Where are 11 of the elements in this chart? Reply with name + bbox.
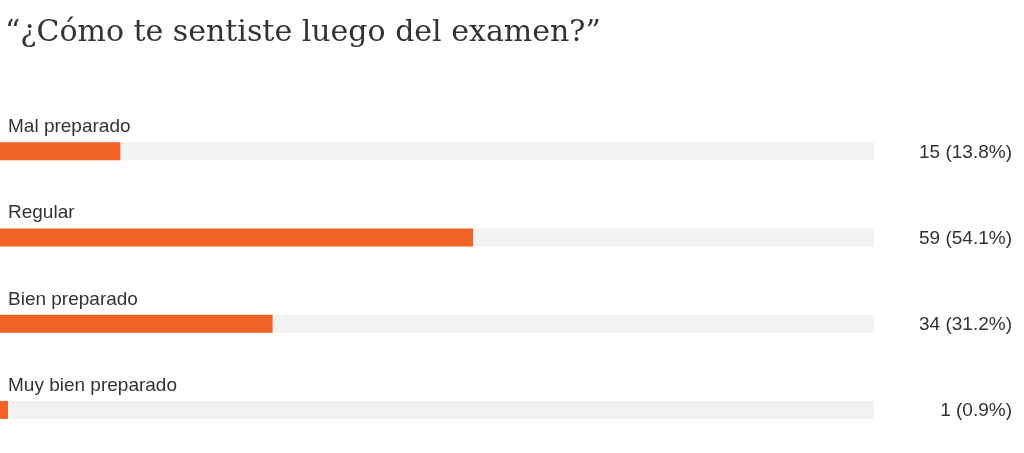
- y-tick-label: Bien preparado: [8, 287, 138, 309]
- data-label: 59 (54.1%): [919, 226, 1012, 248]
- y-tick-label: Regular: [8, 201, 76, 223]
- chart-title: “¿Cómo te sentiste luego del examen?”: [5, 12, 601, 48]
- data-label: 15 (13.8%): [919, 140, 1012, 162]
- data-label: 34 (31.2%): [919, 313, 1012, 335]
- bar: [0, 400, 9, 419]
- bar: [0, 142, 121, 161]
- y-tick-label: Mal preparado: [8, 115, 131, 137]
- data-label: 1 (0.9%): [940, 399, 1012, 421]
- y-tick-label: Muy bien preparado: [8, 373, 177, 395]
